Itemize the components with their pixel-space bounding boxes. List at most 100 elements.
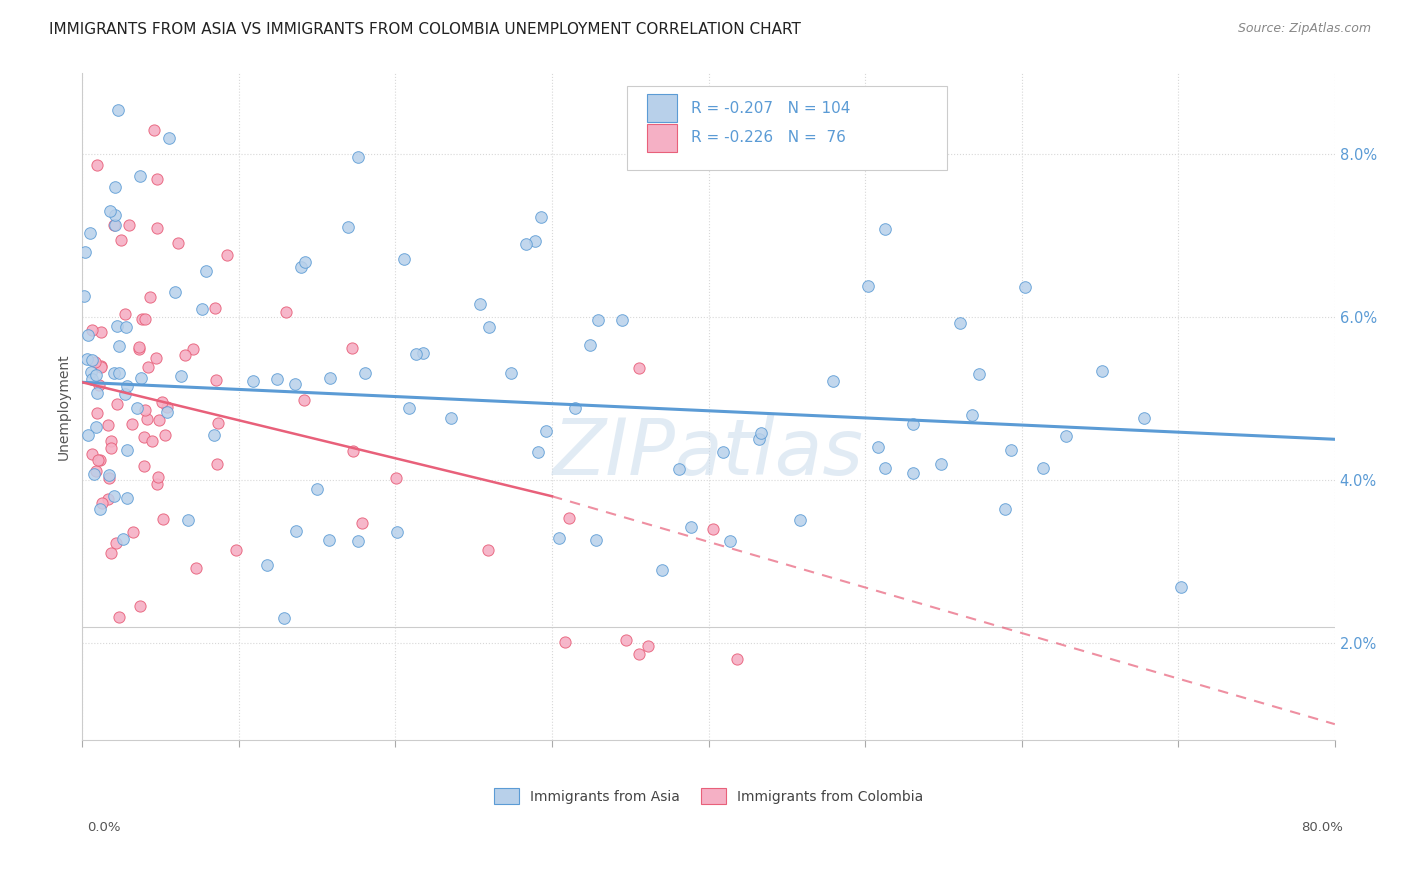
Point bbox=[114, 307, 136, 321]
Point bbox=[725, 652, 748, 666]
Point bbox=[524, 234, 547, 248]
Point bbox=[157, 131, 180, 145]
Point bbox=[412, 346, 434, 360]
Point bbox=[129, 371, 152, 385]
Point bbox=[104, 180, 127, 194]
Point bbox=[82, 352, 104, 367]
Point bbox=[108, 339, 131, 353]
Point bbox=[84, 368, 107, 382]
Point bbox=[112, 532, 135, 546]
Point bbox=[115, 443, 138, 458]
Point bbox=[90, 359, 112, 374]
Point bbox=[628, 647, 651, 661]
Point bbox=[146, 477, 169, 491]
Point bbox=[1000, 442, 1022, 457]
Point bbox=[80, 372, 103, 386]
Point bbox=[148, 413, 170, 427]
Point bbox=[478, 320, 501, 334]
Point bbox=[586, 312, 609, 326]
Point bbox=[104, 536, 127, 550]
Point bbox=[290, 260, 312, 274]
Point bbox=[499, 366, 522, 380]
Point bbox=[319, 371, 342, 385]
Point bbox=[477, 543, 499, 558]
Point bbox=[702, 522, 724, 536]
Point bbox=[398, 401, 420, 416]
Point bbox=[80, 323, 103, 337]
Point bbox=[748, 432, 770, 446]
Point bbox=[128, 342, 150, 356]
Point bbox=[86, 386, 108, 401]
Point bbox=[146, 220, 169, 235]
Point bbox=[118, 219, 141, 233]
Point bbox=[711, 444, 734, 458]
Point bbox=[207, 457, 229, 471]
Point bbox=[98, 204, 121, 219]
Point bbox=[651, 563, 673, 577]
Point bbox=[340, 342, 363, 356]
Point bbox=[534, 424, 557, 438]
Point bbox=[202, 428, 225, 442]
Point bbox=[336, 220, 359, 235]
Point bbox=[83, 354, 105, 368]
Point bbox=[585, 533, 607, 548]
Point bbox=[274, 305, 297, 319]
Point bbox=[121, 524, 143, 539]
Point bbox=[273, 611, 295, 625]
Point bbox=[205, 373, 228, 387]
Point bbox=[146, 171, 169, 186]
Point bbox=[86, 406, 108, 420]
Point bbox=[163, 285, 186, 299]
Point bbox=[204, 301, 226, 316]
Point bbox=[105, 319, 128, 334]
Point bbox=[292, 393, 315, 408]
Point bbox=[856, 278, 879, 293]
Point bbox=[1032, 461, 1054, 475]
Point bbox=[73, 289, 96, 303]
Point bbox=[392, 252, 415, 266]
Point bbox=[610, 313, 633, 327]
Point bbox=[558, 510, 581, 524]
Point bbox=[207, 416, 229, 430]
Point bbox=[285, 524, 308, 539]
Point bbox=[97, 491, 120, 506]
Point bbox=[155, 427, 177, 442]
Point bbox=[80, 447, 103, 461]
Point bbox=[718, 533, 741, 548]
Point bbox=[873, 460, 896, 475]
Point bbox=[564, 401, 586, 415]
Point bbox=[129, 169, 152, 184]
Text: ZIPatlas: ZIPatlas bbox=[553, 416, 865, 491]
Text: Source: ZipAtlas.com: Source: ZipAtlas.com bbox=[1237, 22, 1371, 36]
Point bbox=[108, 367, 131, 381]
Point bbox=[440, 411, 463, 425]
Point bbox=[73, 245, 96, 260]
Point bbox=[875, 221, 897, 235]
Point bbox=[152, 512, 174, 526]
Point bbox=[97, 417, 120, 432]
FancyBboxPatch shape bbox=[647, 95, 678, 122]
Point bbox=[100, 546, 122, 560]
Point bbox=[318, 533, 340, 547]
Point bbox=[145, 351, 167, 366]
Point bbox=[530, 211, 553, 225]
Point bbox=[91, 496, 114, 510]
Point bbox=[1170, 580, 1192, 594]
Point bbox=[103, 489, 125, 503]
Point bbox=[103, 367, 125, 381]
Point bbox=[1091, 364, 1114, 378]
Point bbox=[97, 468, 120, 483]
Point bbox=[191, 302, 214, 317]
Point bbox=[548, 531, 571, 545]
Point bbox=[90, 359, 112, 373]
Point bbox=[352, 516, 374, 531]
Point bbox=[142, 123, 165, 137]
Point bbox=[515, 236, 537, 251]
Point bbox=[90, 325, 112, 339]
Point bbox=[637, 640, 659, 654]
Point bbox=[749, 426, 772, 441]
Point bbox=[115, 379, 138, 393]
Point bbox=[121, 417, 143, 431]
Point bbox=[527, 445, 550, 459]
Point bbox=[184, 561, 207, 575]
